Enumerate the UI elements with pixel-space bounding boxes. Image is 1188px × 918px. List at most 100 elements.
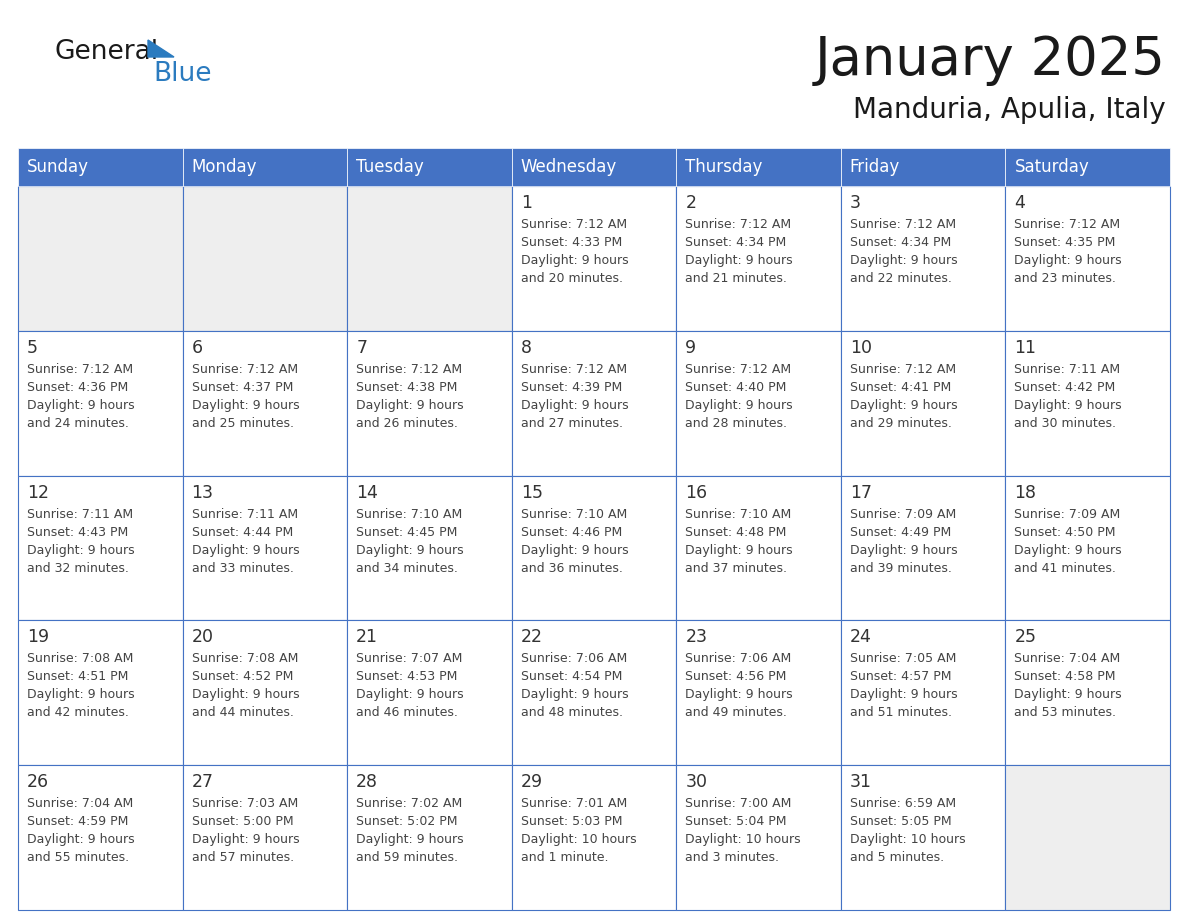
- Text: and 3 minutes.: and 3 minutes.: [685, 851, 779, 864]
- Text: Sunset: 4:37 PM: Sunset: 4:37 PM: [191, 381, 293, 394]
- Text: Daylight: 9 hours: Daylight: 9 hours: [685, 543, 792, 556]
- Text: and 33 minutes.: and 33 minutes.: [191, 562, 293, 575]
- Bar: [347, 330, 512, 476]
- Text: Daylight: 9 hours: Daylight: 9 hours: [1015, 543, 1121, 556]
- Text: Daylight: 9 hours: Daylight: 9 hours: [191, 688, 299, 701]
- Bar: [1005, 330, 1170, 476]
- Text: 30: 30: [685, 773, 707, 791]
- Text: Daylight: 9 hours: Daylight: 9 hours: [849, 398, 958, 412]
- Bar: [347, 186, 512, 330]
- Bar: [676, 476, 841, 621]
- Text: and 24 minutes.: and 24 minutes.: [27, 417, 128, 430]
- Text: and 39 minutes.: and 39 minutes.: [849, 562, 952, 575]
- Text: 7: 7: [356, 339, 367, 357]
- Text: Sunrise: 7:12 AM: Sunrise: 7:12 AM: [520, 218, 627, 231]
- Bar: [18, 621, 183, 766]
- Bar: [512, 621, 676, 766]
- Text: Sunset: 5:00 PM: Sunset: 5:00 PM: [191, 815, 293, 828]
- Text: Wednesday: Wednesday: [520, 158, 617, 176]
- Text: 23: 23: [685, 629, 707, 646]
- Text: 13: 13: [191, 484, 214, 501]
- Bar: [676, 148, 841, 186]
- Bar: [183, 476, 347, 621]
- Text: Sunset: 5:04 PM: Sunset: 5:04 PM: [685, 815, 786, 828]
- Bar: [18, 330, 183, 476]
- Text: Daylight: 9 hours: Daylight: 9 hours: [356, 543, 463, 556]
- Text: 24: 24: [849, 629, 872, 646]
- Text: 8: 8: [520, 339, 532, 357]
- Text: Sunrise: 7:08 AM: Sunrise: 7:08 AM: [191, 653, 298, 666]
- Text: Daylight: 9 hours: Daylight: 9 hours: [1015, 688, 1121, 701]
- Bar: [18, 148, 183, 186]
- Text: Daylight: 10 hours: Daylight: 10 hours: [849, 834, 966, 846]
- Text: and 51 minutes.: and 51 minutes.: [849, 706, 952, 720]
- Text: Sunrise: 7:11 AM: Sunrise: 7:11 AM: [191, 508, 298, 521]
- Text: Daylight: 9 hours: Daylight: 9 hours: [849, 254, 958, 267]
- Bar: [512, 330, 676, 476]
- Text: and 36 minutes.: and 36 minutes.: [520, 562, 623, 575]
- Bar: [183, 148, 347, 186]
- Text: Sunset: 4:38 PM: Sunset: 4:38 PM: [356, 381, 457, 394]
- Text: Sunrise: 7:07 AM: Sunrise: 7:07 AM: [356, 653, 462, 666]
- Text: 17: 17: [849, 484, 872, 501]
- Text: and 42 minutes.: and 42 minutes.: [27, 706, 128, 720]
- Text: Sunrise: 7:02 AM: Sunrise: 7:02 AM: [356, 797, 462, 811]
- Text: Daylight: 9 hours: Daylight: 9 hours: [685, 688, 792, 701]
- Text: and 55 minutes.: and 55 minutes.: [27, 851, 129, 864]
- Text: Daylight: 9 hours: Daylight: 9 hours: [356, 398, 463, 412]
- Text: Sunrise: 7:04 AM: Sunrise: 7:04 AM: [27, 797, 133, 811]
- Text: Sunrise: 7:12 AM: Sunrise: 7:12 AM: [685, 218, 791, 231]
- Text: and 5 minutes.: and 5 minutes.: [849, 851, 944, 864]
- Text: Sunrise: 7:11 AM: Sunrise: 7:11 AM: [1015, 363, 1120, 375]
- Text: Sunset: 4:56 PM: Sunset: 4:56 PM: [685, 670, 786, 683]
- Text: and 57 minutes.: and 57 minutes.: [191, 851, 293, 864]
- Text: Sunset: 4:57 PM: Sunset: 4:57 PM: [849, 670, 952, 683]
- Bar: [1005, 186, 1170, 330]
- Text: Sunrise: 7:04 AM: Sunrise: 7:04 AM: [1015, 653, 1120, 666]
- Bar: [676, 330, 841, 476]
- Text: and 26 minutes.: and 26 minutes.: [356, 417, 459, 430]
- Bar: [512, 766, 676, 910]
- Text: Sunset: 4:52 PM: Sunset: 4:52 PM: [191, 670, 293, 683]
- Text: Daylight: 9 hours: Daylight: 9 hours: [27, 543, 134, 556]
- Text: Sunset: 4:53 PM: Sunset: 4:53 PM: [356, 670, 457, 683]
- Text: Sunrise: 7:12 AM: Sunrise: 7:12 AM: [27, 363, 133, 375]
- Text: Sunset: 4:35 PM: Sunset: 4:35 PM: [1015, 236, 1116, 249]
- Bar: [18, 476, 183, 621]
- Text: and 28 minutes.: and 28 minutes.: [685, 417, 788, 430]
- Bar: [347, 621, 512, 766]
- Text: 25: 25: [1015, 629, 1036, 646]
- Bar: [841, 186, 1005, 330]
- Text: Saturday: Saturday: [1015, 158, 1089, 176]
- Text: and 22 minutes.: and 22 minutes.: [849, 272, 952, 285]
- Text: and 27 minutes.: and 27 minutes.: [520, 417, 623, 430]
- Text: and 49 minutes.: and 49 minutes.: [685, 706, 788, 720]
- Text: Sunrise: 7:01 AM: Sunrise: 7:01 AM: [520, 797, 627, 811]
- Text: 10: 10: [849, 339, 872, 357]
- Text: General: General: [55, 39, 159, 65]
- Bar: [183, 621, 347, 766]
- Text: Sunrise: 7:12 AM: Sunrise: 7:12 AM: [685, 363, 791, 375]
- Text: 1: 1: [520, 194, 532, 212]
- Text: 2: 2: [685, 194, 696, 212]
- Text: Manduria, Apulia, Italy: Manduria, Apulia, Italy: [853, 96, 1165, 124]
- Text: and 32 minutes.: and 32 minutes.: [27, 562, 128, 575]
- Text: Sunset: 4:44 PM: Sunset: 4:44 PM: [191, 526, 292, 539]
- Text: Sunset: 4:48 PM: Sunset: 4:48 PM: [685, 526, 786, 539]
- Bar: [676, 621, 841, 766]
- Text: Daylight: 9 hours: Daylight: 9 hours: [1015, 398, 1121, 412]
- Text: 18: 18: [1015, 484, 1036, 501]
- Text: Sunset: 4:43 PM: Sunset: 4:43 PM: [27, 526, 128, 539]
- Bar: [18, 186, 183, 330]
- Text: Sunset: 5:05 PM: Sunset: 5:05 PM: [849, 815, 952, 828]
- Text: and 23 minutes.: and 23 minutes.: [1015, 272, 1117, 285]
- Text: 31: 31: [849, 773, 872, 791]
- Text: Sunrise: 7:12 AM: Sunrise: 7:12 AM: [520, 363, 627, 375]
- Text: Daylight: 9 hours: Daylight: 9 hours: [191, 834, 299, 846]
- Text: Monday: Monday: [191, 158, 257, 176]
- Text: Sunrise: 7:08 AM: Sunrise: 7:08 AM: [27, 653, 133, 666]
- Text: Sunset: 4:42 PM: Sunset: 4:42 PM: [1015, 381, 1116, 394]
- Polygon shape: [148, 40, 173, 57]
- Bar: [841, 148, 1005, 186]
- Text: Sunrise: 7:10 AM: Sunrise: 7:10 AM: [520, 508, 627, 521]
